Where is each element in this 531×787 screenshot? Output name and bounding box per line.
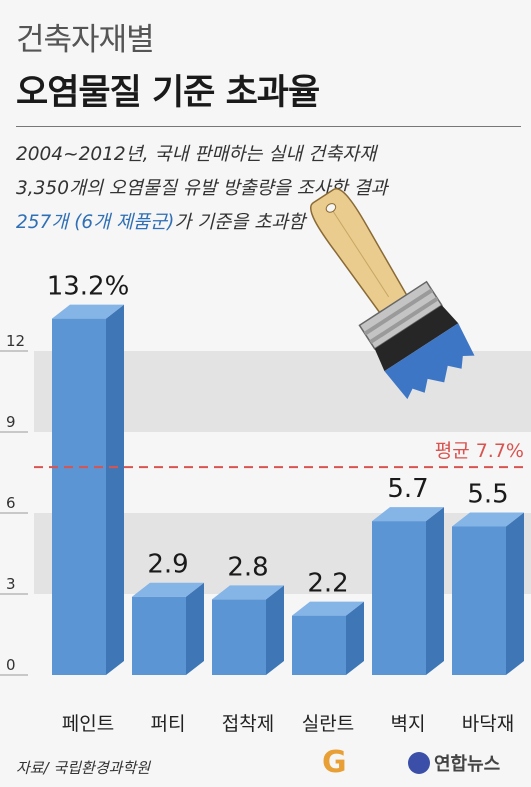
yonhap-mark-icon — [408, 752, 430, 774]
bar-top — [132, 582, 204, 597]
bar-front — [132, 596, 186, 675]
bar-2 — [132, 582, 204, 675]
subtitle-line1: 2004~2012년, 국내 판매하는 실내 건축자재 — [16, 144, 377, 165]
average-label: 평균 7.7% — [435, 440, 524, 462]
reference-line: 평균 7.7% — [34, 440, 528, 469]
bar-front — [372, 521, 426, 675]
value-label: 2.8 — [227, 552, 268, 582]
paint-brush-icon — [309, 188, 475, 400]
bar-6 — [452, 512, 524, 675]
bars — [52, 304, 524, 675]
y-axis: 0 3 6 9 12 — [0, 332, 28, 676]
subtitle-line3: 257개 (6개 제품군)가 기준을 초과함 — [16, 208, 305, 234]
value-label: 5.5 — [467, 480, 508, 510]
bar-top — [372, 507, 444, 522]
bar-front — [452, 526, 506, 675]
bar-side — [186, 582, 204, 675]
bar-1 — [52, 304, 124, 675]
bar-5 — [372, 507, 444, 675]
bar-top — [212, 585, 284, 600]
category-label: 벽지 — [391, 713, 426, 735]
bar-4 — [292, 601, 364, 675]
bar-3 — [212, 585, 284, 675]
labels: 13.2% 페인트 2.9 퍼티 2.8 접착제 2.2 실란트 5.7 벽지 5.5 바닥재 — [47, 272, 515, 735]
bar-top — [292, 601, 364, 616]
subtitle-highlight: 257개 (6개 제품군) — [16, 212, 175, 233]
y-tick-label: 9 — [6, 413, 16, 431]
bar-front — [52, 318, 106, 675]
category-label: 퍼티 — [151, 713, 186, 735]
bar-side — [266, 585, 284, 675]
category-label: 바닥재 — [462, 713, 514, 735]
title-line2: 오염물질 기준 초과율 — [16, 73, 320, 113]
title-divider — [16, 126, 521, 127]
bar-top — [452, 512, 524, 527]
title-line1: 건축자재별 — [16, 22, 155, 58]
bar-side — [506, 512, 524, 675]
source-note: 자료/ 국립환경과학원 — [16, 759, 151, 777]
bar-side — [426, 507, 444, 675]
y-tick-label: 0 — [6, 656, 16, 674]
subtitle-line2: 3,350개의 오염물질 유발 방출량을 조사한 결과 — [16, 178, 388, 199]
bar-top — [52, 304, 124, 319]
bar-side — [106, 304, 124, 675]
logo-g: G — [322, 745, 347, 780]
y-tick-label: 6 — [6, 494, 16, 512]
subtitle-rest: 가 기준을 초과함 — [174, 212, 306, 233]
value-label: 13.2% — [47, 272, 130, 302]
y-tick-label: 12 — [6, 332, 25, 350]
category-label: 실란트 — [302, 713, 354, 735]
value-label: 2.2 — [307, 569, 348, 599]
y-tick-label: 3 — [6, 575, 16, 593]
yonhap-logo: 연합뉴스 — [408, 750, 500, 776]
bar-front — [212, 599, 266, 675]
value-label: 2.9 — [147, 550, 188, 580]
category-label: 페인트 — [62, 713, 114, 735]
category-label: 접착제 — [222, 713, 274, 735]
bar-side — [346, 601, 364, 675]
bar-front — [292, 615, 346, 675]
yonhap-logo-text: 연합뉴스 — [434, 754, 501, 775]
value-label: 5.7 — [387, 474, 428, 504]
